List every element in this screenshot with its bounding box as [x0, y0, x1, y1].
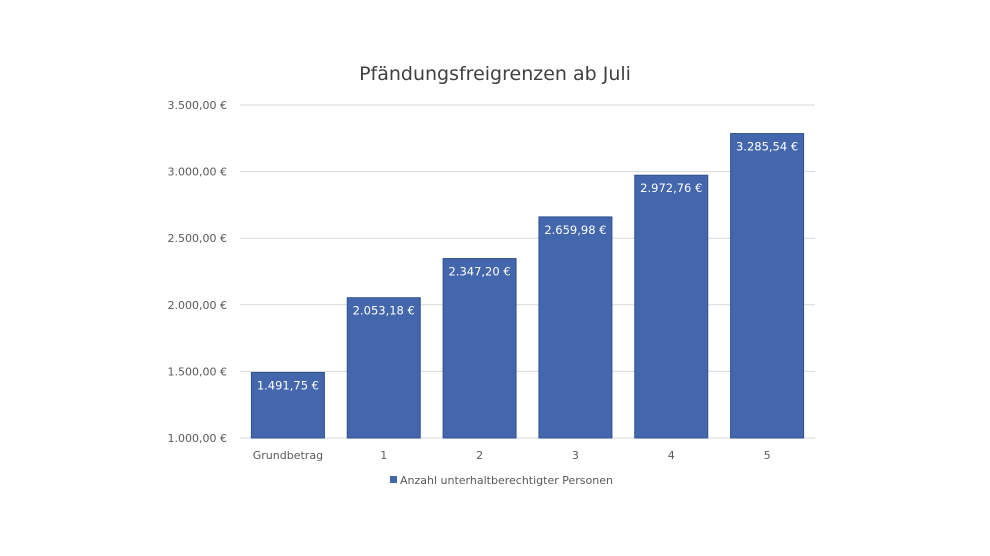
data-labels: 1.491,75 € 2.053,18 € 2.347,20 € 2.659,98 €… — [257, 140, 798, 393]
bar-2 — [442, 258, 517, 439]
y-tick-label: 3.000,00 € — [168, 166, 227, 179]
bar-1 — [346, 297, 421, 439]
x-category-label: 4 — [668, 449, 675, 462]
bar-5 — [730, 133, 805, 439]
data-label: 1.491,75 € — [257, 378, 319, 392]
x-category-label: 5 — [764, 449, 771, 462]
legend: Anzahl unterhaltberechtigter Personen — [390, 474, 613, 487]
x-category-label: 2 — [476, 449, 483, 462]
x-category-label: Grundbetrag — [253, 449, 323, 462]
y-tick-label: 1.000,00 € — [168, 432, 227, 445]
y-tick-label: 3.500,00 € — [168, 99, 227, 112]
data-label: 2.053,18 € — [353, 304, 415, 318]
bar-3 — [538, 216, 613, 439]
y-tick-label: 2.500,00 € — [168, 232, 227, 245]
bar-grundbetrag — [250, 371, 325, 439]
x-category-label: 1 — [380, 449, 387, 462]
y-tick-label: 1.500,00 € — [168, 365, 227, 378]
bar-4 — [634, 174, 709, 439]
gridlines — [240, 104, 815, 439]
chart-title: Pfändungsfreigrenzen ab Juli — [359, 63, 631, 85]
y-tick-label: 2.000,00 € — [168, 299, 227, 312]
data-label: 2.347,20 € — [448, 265, 510, 279]
legend-swatch — [390, 476, 397, 483]
x-axis-categories: Grundbetrag 1 2 3 4 5 — [253, 449, 771, 462]
data-label: 3.285,54 € — [736, 140, 798, 154]
data-label: 2.659,98 € — [544, 223, 606, 237]
legend-label: Anzahl unterhaltberechtigter Personen — [400, 474, 613, 487]
y-axis-ticks: 1.000,00 € 1.500,00 € 2.000,00 € 2.500,00 €… — [168, 99, 227, 445]
bars — [250, 133, 805, 439]
data-label: 2.972,76 € — [640, 181, 702, 195]
x-category-label: 3 — [572, 449, 579, 462]
